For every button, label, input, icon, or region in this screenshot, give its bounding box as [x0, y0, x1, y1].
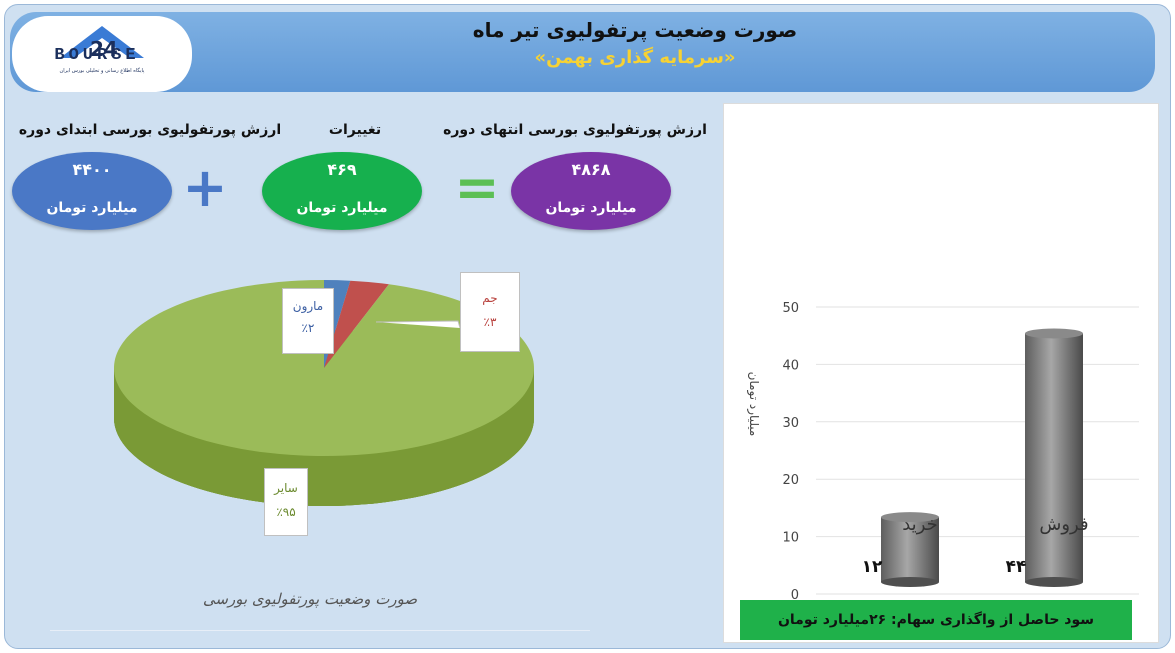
page-subtitle: «سرمایه گذاری بهمن» — [534, 47, 736, 68]
bar-y-tick-label: 30 — [782, 416, 799, 431]
bar-cap — [1025, 328, 1083, 339]
bar-y-tick-label: 40 — [782, 358, 799, 373]
pie-side-cover — [114, 368, 534, 506]
pie-footer-rule — [50, 630, 590, 631]
bar-y-tick-label: 20 — [782, 473, 799, 488]
end-period-label: ارزش پورتفولیوی بورسی انتهای دوره — [443, 122, 707, 138]
bar-value-label: ۴۴ — [1006, 557, 1027, 577]
bar-base — [1025, 577, 1083, 587]
callout-jam: جم ٪۳ — [460, 272, 520, 352]
end-value: ۴۸۶۸ — [571, 160, 611, 179]
logo-text: BOURSE — [54, 46, 140, 65]
end-value-unit: میلیارد تومان — [545, 200, 637, 216]
end-value-ellipse: ۴۸۶۸ میلیارد تومان — [511, 152, 671, 230]
logo: 24 BOURSE پایگاه اطلاع رسانی و تحلیلی بو… — [12, 16, 192, 92]
pie-chart: مارون ٪۲ جم ٪۳ سایر ٪۹۵ — [20, 230, 580, 635]
change-value: ۴۶۹ — [327, 160, 357, 179]
page-title: صورت وضعیت پرتفولیوی تیر ماه — [472, 18, 798, 42]
start-value: ۴۴۰۰ — [72, 160, 112, 179]
jam-label: جم — [482, 291, 498, 305]
bar-base — [881, 577, 939, 587]
other-value: ٪۹۵ — [276, 505, 296, 519]
bar-value-label: ۱۲ — [862, 557, 883, 577]
start-period-label: ارزش پورتفولیوی بورسی ابتدای دوره — [18, 122, 282, 138]
pie-slice-jam — [324, 280, 389, 368]
maroon-value: ٪۲ — [301, 321, 315, 335]
equals-sign: = — [454, 156, 500, 219]
bar-category-label: خرید — [902, 514, 938, 535]
change-value-unit: میلیارد تومان — [296, 200, 388, 216]
bar-y-tick-label: 0 — [791, 588, 799, 603]
bar-chart-svg: 0 10 20 30 40 50 خرید فروش ۱۲ ۴۴ میلیارد تومان — [746, 301, 1139, 603]
svg-text:24: 24 — [90, 37, 118, 61]
maroon-label: مارون — [292, 299, 324, 313]
bar-category-label: فروش — [1039, 514, 1088, 535]
bar-sell — [1025, 333, 1083, 582]
pie-chart-svg — [113, 280, 535, 506]
logo-subtext: پایگاه اطلاع رسانی و تحلیلی بورس ایران — [59, 68, 145, 74]
start-value-ellipse: ۴۴۰۰ میلیارد تومان — [12, 152, 172, 230]
bar-buy — [881, 517, 939, 582]
other-label: سایر — [274, 481, 298, 495]
bar-y-tick-label: 10 — [782, 531, 799, 546]
bar-y-tick-label: 50 — [782, 301, 799, 316]
callout-maroon: مارون ٪۲ — [282, 288, 334, 354]
change-label: تغییرات — [328, 122, 382, 138]
callout-pointer-jam — [375, 320, 461, 329]
bar-chart-panel: 0 10 20 30 40 50 خرید فروش ۱۲ ۴۴ میلیارد تومان — [723, 103, 1159, 643]
bar-y-axis-label: میلیارد تومان — [746, 372, 761, 437]
start-value-unit: میلیارد تومان — [46, 200, 138, 216]
plus-sign: + — [182, 156, 228, 219]
change-value-ellipse: ۴۶۹ میلیارد تومان — [262, 152, 422, 230]
bar-cap — [881, 512, 939, 523]
callout-other: سایر ٪۹۵ — [264, 468, 308, 536]
header-banner — [10, 12, 1155, 92]
result-banner: سود حاصل از واگذاری سهام: ۲۶میلیارد توما… — [740, 600, 1132, 640]
pie-footer: صورت وضعیت پورتفولیوی بورسی — [202, 590, 418, 608]
logo-mark-icon: 24 — [60, 26, 144, 61]
jam-value: ٪۳ — [483, 315, 497, 329]
